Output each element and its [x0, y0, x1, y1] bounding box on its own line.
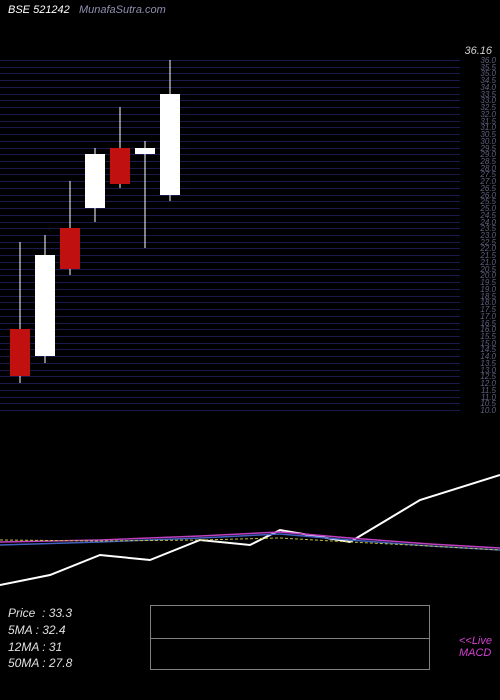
macd-box: [150, 605, 430, 670]
candle: [85, 60, 105, 410]
macd-zero-line: [151, 638, 429, 639]
grid-label: 36.0: [480, 56, 496, 65]
stat-price: Price : 33.3: [8, 605, 72, 622]
indicator-line-signal: [0, 475, 500, 585]
candlestick-chart: 10.010.511.011.512.012.513.013.514.014.5…: [0, 60, 500, 410]
candle: [10, 60, 30, 410]
chart-header: BSE 521242 MunafaSutra.com: [8, 4, 166, 16]
stat-50ma: 50MA : 27.8: [8, 655, 72, 672]
stat-12ma: 12MA : 31: [8, 639, 72, 656]
indicator-svg: [0, 470, 500, 600]
stats-box: Price : 33.3 5MA : 32.4 12MA : 31 50MA :…: [8, 605, 72, 672]
live-macd-label: <<Live MACD: [459, 635, 492, 659]
candle: [35, 60, 55, 410]
candle: [60, 60, 80, 410]
indicator-line-ma2: [0, 534, 500, 550]
candle: [110, 60, 130, 410]
candle: [135, 60, 155, 410]
indicator-chart: [0, 470, 500, 600]
site-label: MunafaSutra.com: [79, 4, 166, 16]
exchange-label: BSE: [8, 4, 30, 16]
grid-line: [0, 410, 460, 411]
symbol-label: 521242: [33, 4, 70, 16]
candle: [160, 60, 180, 410]
stat-5ma: 5MA : 32.4: [8, 622, 72, 639]
